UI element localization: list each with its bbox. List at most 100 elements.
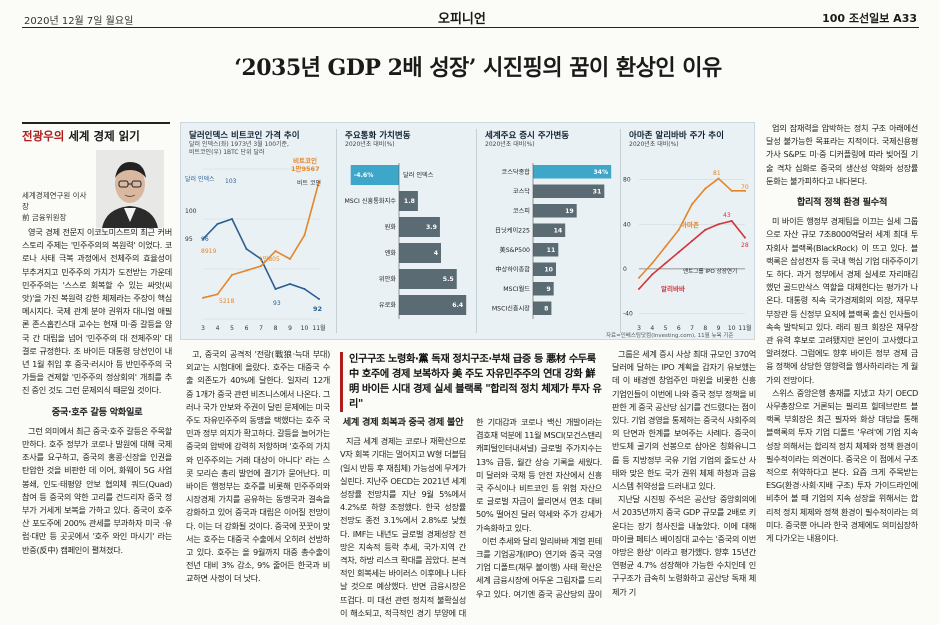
annotation-dxy-low: 93 <box>273 300 281 307</box>
bar <box>533 204 577 218</box>
data-label: 6.4 <box>452 302 464 309</box>
col5-heading: 합리적 정책 환경 필수적 <box>796 197 888 209</box>
bar <box>533 301 552 315</box>
header-section: 오피니언 <box>438 12 486 27</box>
data-label: 8 <box>544 305 548 312</box>
column-series: 세계 경제 읽기 <box>68 129 140 143</box>
series-alibaba-line <box>638 220 746 290</box>
bitcoin-point <box>303 234 306 237</box>
panel3-chart: 코스닥종합 34% 코스닥 31 코스피 19 日닛케이225 14 美S&P500 11 中상하이… <box>492 163 612 319</box>
y-tick-label: 0 <box>623 266 627 273</box>
bar <box>399 243 441 263</box>
dollar-index-point <box>231 218 233 220</box>
amazon-point <box>638 276 640 279</box>
y-tick-label: 40 <box>623 221 631 228</box>
bitcoin-point <box>289 258 291 260</box>
alibaba-point <box>704 228 707 231</box>
series-bitcoin-line <box>202 181 320 299</box>
alibaba-point <box>717 223 720 226</box>
x-tick-label: 11월 <box>312 324 325 332</box>
bitcoin-point <box>274 250 277 253</box>
x-tick-label: 6 <box>245 325 249 332</box>
column-author: 전광우의 <box>22 129 65 143</box>
graphic-source: 자료=인베스팅닷컴(Investing.com), 11월 뉴욕 기준 <box>606 333 734 339</box>
column-3: 세계 경제 회복과 중국 경제 불안 지금 세계 경제는 코로나 재확산으로 V… <box>340 417 602 618</box>
column-title: 전광우의 세계 경제 읽기 <box>22 122 170 144</box>
bitcoin-point <box>245 269 248 272</box>
dollar-index-point <box>274 288 277 290</box>
x-tick-label: 9 <box>717 325 721 332</box>
x-tick-label: 5 <box>664 325 668 332</box>
bar <box>533 243 559 257</box>
col1-heading: 중국·호주 갈등 악화일로 <box>51 406 143 418</box>
annotation-btc-mid: 1만805 <box>259 255 280 263</box>
x-tick-label: 9 <box>288 325 292 332</box>
x-tick-label: 3 <box>201 325 205 332</box>
amazon-point <box>691 203 693 206</box>
bar <box>399 295 467 315</box>
column-2: 고, 중국의 공격적 '전랑(戰狼·늑대 부대) 외교'는 시험대에 올랐다. … <box>186 349 330 584</box>
category-label: 日닛케이225 <box>495 226 530 234</box>
category-label: MSCI 신흥통화지수 <box>344 197 396 205</box>
alibaba-point <box>691 240 693 242</box>
data-label: 1.8 <box>404 198 415 205</box>
bar <box>533 282 554 296</box>
annotation-amazon-end: 70 <box>741 184 749 191</box>
amazon-point <box>744 189 746 192</box>
dollar-index-point <box>202 238 204 240</box>
amazon-tag: 아마존 <box>681 220 699 229</box>
x-tick-label: 4 <box>650 325 654 332</box>
bitcoin-point <box>202 296 204 299</box>
amazon-point <box>664 245 667 248</box>
amazon-point <box>730 189 733 192</box>
alibaba-tag: 알리바바 <box>661 284 685 293</box>
annotation-amazon-peak: 81 <box>713 170 721 177</box>
byline: 세계경제연구원 이사장 前 금융위원장 <box>22 191 87 222</box>
bitcoin-point <box>216 293 219 296</box>
header-date: 2020년 12월 7일 월요일 <box>24 16 134 27</box>
data-label: 14 <box>554 227 563 234</box>
bar <box>533 262 556 276</box>
data-label: 19 <box>565 208 574 215</box>
data-label: -4.6% <box>354 172 374 179</box>
dollar-index-point <box>303 288 306 290</box>
annotation-dxy-start: 96 <box>201 236 209 243</box>
panel-amazon-alibaba: 아마존 알리바바 주가 추이 2020년초 대비(%) 80 40 0 -40 3 4 5 6… <box>621 123 755 339</box>
data-label: 4 <box>434 250 439 257</box>
dollar-index-point <box>245 248 248 250</box>
alibaba-point <box>730 219 733 222</box>
bar <box>399 269 457 289</box>
annotation-dxy-peak: 103 <box>225 178 237 185</box>
y-tick-label: -40 <box>623 310 633 317</box>
bitcoin-point <box>260 265 262 268</box>
data-label: 5.5 <box>443 276 454 283</box>
annotation-btc-start: 8919 <box>201 248 216 255</box>
x-tick-label: 3 <box>637 325 641 332</box>
x-tick-label: 7 <box>259 325 263 332</box>
x-tick-label: 6 <box>677 325 681 332</box>
panel2-title: 주요통화 가치변동 <box>345 131 411 141</box>
x-tick-label: 8 <box>703 325 707 332</box>
bitcoin-point <box>318 180 320 183</box>
category-label: 코스닥종합 <box>502 168 531 176</box>
alibaba-point <box>744 236 746 239</box>
category-label: 달러 인덱스 <box>403 171 434 179</box>
alibaba-point <box>677 251 680 254</box>
alibaba-point <box>638 287 640 290</box>
alibaba-point <box>664 262 667 265</box>
amazon-point <box>677 228 680 231</box>
x-tick-label: 7 <box>690 325 694 332</box>
headline: ‘2035년 GDP 2배 성장’ 시진핑의 꿈이 환상인 이유 <box>234 55 722 81</box>
bitcoin-point <box>231 273 233 276</box>
x-tick-label: 8 <box>274 325 278 332</box>
right-axis-label: 비트 코인 <box>297 179 321 187</box>
header-rule <box>22 27 919 28</box>
data-label: 11 <box>547 247 556 254</box>
dollar-index-point <box>318 298 320 300</box>
category-label: 엔화 <box>385 249 397 257</box>
panel1-title: 달러인덱스 비트코인 가격 추이 <box>189 131 300 141</box>
bitcoin-tag: 비트코인 <box>293 156 317 165</box>
panel-currency: 주요통화 가치변동 2020년초 대비(%) 달러 인덱스-4.6%달러 인덱스… <box>337 123 475 339</box>
